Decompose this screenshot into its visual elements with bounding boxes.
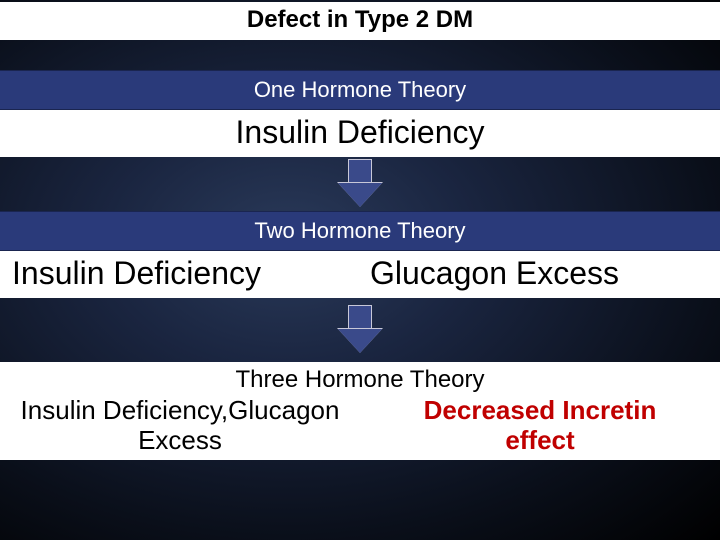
theory2-header: Two Hormone Theory <box>254 218 465 243</box>
theory3-header-band: Three Hormone Theory <box>0 362 720 396</box>
theory3-right-line2: effect <box>505 425 574 455</box>
theory1-content-band: Insulin Deficiency <box>0 110 720 157</box>
title-text: Defect in Type 2 DM <box>247 6 473 33</box>
theory3-content-band: Insulin Deficiency,Glucagon Excess Decre… <box>0 396 720 460</box>
arrow-1-gap <box>0 157 720 211</box>
theory3-right: Decreased Incretin effect <box>360 396 720 456</box>
theory1-header-band: One Hormone Theory <box>0 70 720 110</box>
theory3-left-line2: Excess <box>138 425 222 455</box>
theory2-header-band: Two Hormone Theory <box>0 211 720 251</box>
theory1-content: Insulin Deficiency <box>236 114 485 150</box>
slide-title: Defect in Type 2 DM <box>0 2 720 40</box>
theory1-header: One Hormone Theory <box>254 77 466 102</box>
theory3-right-line1: Decreased Incretin <box>424 395 657 425</box>
theory3-left-line1: Insulin Deficiency,Glucagon <box>21 395 340 425</box>
arrow-2-gap <box>0 298 720 362</box>
theory2-content-band: Insulin Deficiency Glucagon Excess <box>0 251 720 298</box>
theory2-right: Glucagon Excess <box>362 255 720 292</box>
down-arrow-icon <box>338 305 382 355</box>
theory2-left: Insulin Deficiency <box>0 255 362 292</box>
theory3-left: Insulin Deficiency,Glucagon Excess <box>0 396 360 456</box>
down-arrow-icon <box>338 159 382 209</box>
theory3-header: Three Hormone Theory <box>236 366 485 393</box>
